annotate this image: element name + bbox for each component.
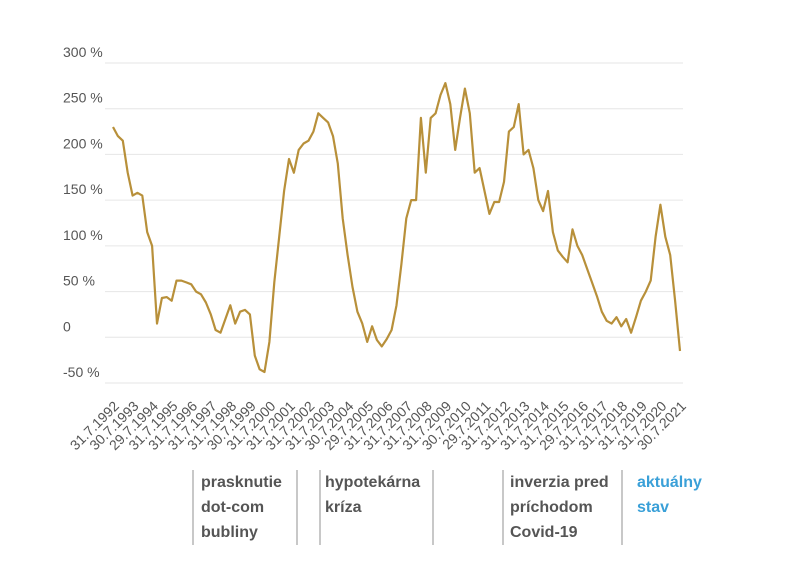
- y-tick-label: -50 %: [63, 364, 100, 380]
- annotation: stav: [637, 499, 669, 516]
- y-tick-label: 0: [63, 318, 71, 334]
- y-tick-label: 250 %: [63, 90, 103, 106]
- annotation: prasknutie: [201, 474, 282, 491]
- annotation: bubliny: [201, 524, 258, 541]
- annotation: príchodom: [510, 499, 593, 516]
- y-tick-label: 150 %: [63, 181, 103, 197]
- y-tick-label: 300 %: [63, 44, 103, 60]
- y-tick-label: 100 %: [63, 227, 103, 243]
- line: [112, 81, 682, 374]
- annotation: aktuálny: [637, 474, 702, 491]
- separators: [192, 470, 623, 545]
- annotation: Covid-19: [510, 524, 578, 541]
- y-tick-label: 200 %: [63, 135, 103, 151]
- annotation: dot-com: [201, 499, 264, 516]
- y-tick-label: 50 %: [63, 273, 95, 289]
- annotation: inverzia pred: [510, 474, 609, 491]
- annotation: kríza: [325, 499, 362, 516]
- annotation: hypotekárna: [325, 474, 420, 491]
